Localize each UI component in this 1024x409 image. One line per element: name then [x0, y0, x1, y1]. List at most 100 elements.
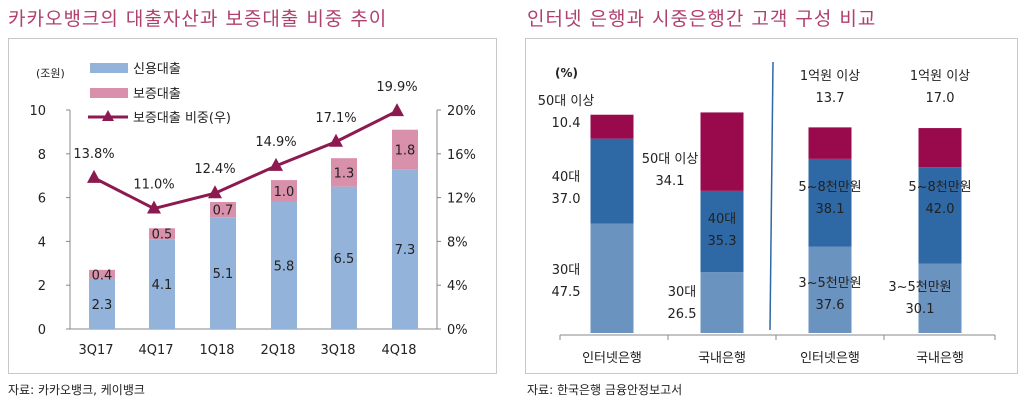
stacked-segment: [700, 112, 744, 191]
ratio-label: 17.1%: [315, 111, 356, 126]
guarantee-value-label: 1.0: [274, 185, 295, 200]
x-tick-label: 1Q18: [199, 343, 234, 358]
right-x-tick-label: 인터넷은행: [800, 350, 860, 366]
segment-value-label: 37.6: [816, 298, 845, 313]
y-tick-label: 4: [38, 235, 46, 250]
stacked-segment: [918, 167, 962, 264]
right-source: 자료: 한국은행 금융안정보고서: [527, 383, 683, 397]
segment-name-label: 50대 이상: [642, 152, 699, 167]
bar-credit-loan: [89, 278, 115, 329]
guarantee-value-label: 1.8: [395, 143, 416, 158]
unit-label: (조원): [36, 67, 65, 80]
ratio-marker: [208, 185, 222, 199]
credit-value-label: 7.3: [395, 243, 416, 258]
x-tick-label: 4Q18: [381, 343, 416, 358]
y-tick-label: 10: [29, 104, 46, 119]
right-chart-frame: [525, 38, 1018, 374]
y-tick-label: 2: [38, 279, 46, 294]
segment-value-label: 42.0: [926, 202, 955, 217]
segment-name-label: 3~5천만원: [888, 280, 951, 295]
segment-value-label: 38.1: [816, 202, 845, 217]
y-tick-label: 6: [38, 192, 46, 207]
bar-credit-loan: [210, 217, 236, 329]
guarantee-value-label: 0.4: [92, 268, 113, 283]
ratio-marker: [329, 133, 343, 147]
legend-label-guarantee: 보증대출: [133, 87, 181, 102]
ratio-label: 11.0%: [133, 178, 174, 193]
bar-credit-loan: [392, 169, 418, 329]
segment-name-label: 1억원 이상: [800, 69, 860, 84]
legend-marker-ratio: [102, 110, 114, 121]
segment-value-label: 13.7: [816, 91, 845, 106]
segment-value-label: 10.4: [552, 116, 581, 131]
credit-value-label: 2.3: [92, 298, 113, 313]
segment-name-label: 3~5천만원: [798, 276, 861, 291]
ratio-label: 19.9%: [376, 80, 417, 95]
stacked-segment: [808, 158, 852, 247]
y2-tick-label: 8%: [447, 235, 468, 250]
y2-tick-label: 0%: [447, 323, 468, 338]
bar-guarantee-loan: [149, 228, 175, 240]
y2-tick-label: 4%: [447, 279, 468, 294]
stacked-segment: [918, 263, 962, 333]
right-x-tick-label: 국내은행: [916, 350, 964, 366]
legend-label-ratio: 보증대출 비중(우): [133, 111, 231, 126]
segment-name-label: 30대: [552, 263, 581, 278]
stacked-segment: [700, 190, 744, 273]
credit-value-label: 6.5: [334, 252, 355, 267]
bar-credit-loan: [149, 239, 175, 329]
credit-value-label: 5.1: [213, 267, 234, 282]
bar-credit-loan: [331, 186, 357, 329]
credit-value-label: 4.1: [152, 278, 173, 293]
x-tick-label: 2Q18: [260, 343, 295, 358]
ratio-line: [93, 109, 398, 211]
ratio-marker: [390, 103, 404, 117]
bar-guarantee-loan: [392, 129, 418, 170]
segment-value-label: 26.5: [668, 307, 697, 322]
stacked-segment: [590, 138, 634, 224]
segment-name-label: 5~8천만원: [908, 180, 971, 195]
ratio-label: 12.4%: [194, 162, 235, 177]
segment-name-label: 40대: [552, 170, 581, 185]
y-tick-label: 0: [38, 323, 46, 338]
stacked-segment: [590, 114, 634, 139]
segment-value-label: 35.3: [708, 234, 737, 249]
left-chart-frame: [8, 38, 497, 374]
segment-name-label: 50대 이상: [538, 94, 595, 109]
credit-value-label: 5.8: [274, 259, 295, 274]
segment-value-label: 34.1: [656, 174, 685, 189]
ratio-marker: [147, 200, 161, 214]
stacked-segment: [700, 272, 744, 333]
right-x-tick-label: 인터넷은행: [582, 350, 642, 366]
segment-value-label: 30.1: [906, 302, 935, 317]
segment-value-label: 17.0: [926, 91, 955, 106]
legend-swatch-credit: [90, 63, 128, 73]
y2-tick-label: 12%: [447, 192, 476, 207]
bar-guarantee-loan: [271, 180, 297, 202]
bar-guarantee-loan: [331, 158, 357, 187]
y-tick-label: 8: [38, 148, 46, 163]
stacked-segment: [808, 127, 852, 159]
ratio-marker: [269, 157, 283, 171]
ratio-label: 14.9%: [255, 135, 296, 150]
legend-label-credit: 신용대출: [133, 62, 181, 77]
segment-value-label: 47.5: [552, 285, 581, 300]
legend-swatch-guarantee: [90, 88, 128, 98]
x-tick-label: 3Q17: [78, 343, 113, 358]
stacked-segment: [918, 128, 962, 168]
left-chart-title: 카카오뱅크의 대출자산과 보증대출 비중 추이: [8, 8, 388, 30]
guarantee-value-label: 0.5: [152, 228, 173, 243]
guarantee-value-label: 0.7: [213, 204, 234, 219]
right-chart-title: 인터넷 은행과 시중은행간 고객 구성 비교: [527, 8, 877, 30]
group-divider: [769, 61, 774, 331]
right-unit-label: (%): [555, 66, 578, 80]
ratio-marker: [87, 169, 101, 183]
ratio-label: 13.8%: [73, 147, 114, 162]
segment-name-label: 30대: [668, 285, 697, 300]
right-x-tick-label: 국내은행: [698, 350, 746, 366]
segment-name-label: 1억원 이상: [910, 69, 970, 84]
y2-tick-label: 20%: [447, 104, 476, 119]
y2-tick-label: 16%: [447, 148, 476, 163]
x-tick-label: 3Q18: [320, 343, 355, 358]
